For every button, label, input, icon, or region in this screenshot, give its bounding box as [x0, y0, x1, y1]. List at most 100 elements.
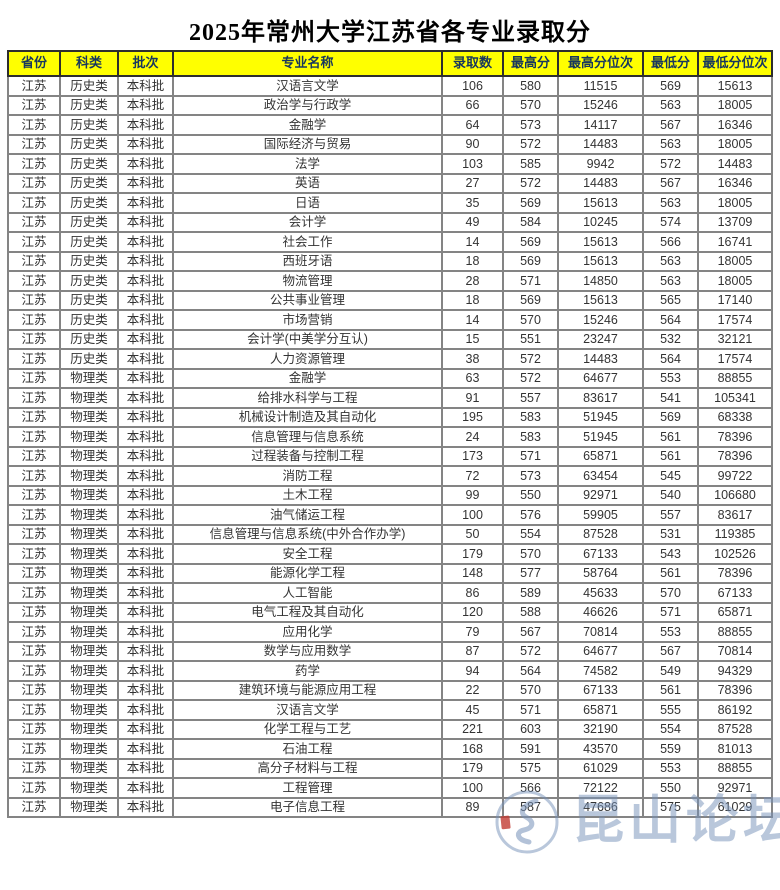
cell-admitted-count: 50 [441, 523, 504, 545]
table-row: 江苏 物理类 本科批 数学与应用数学 87 572 64677 567 70814 [7, 640, 773, 662]
cell-batch: 本科批 [117, 660, 174, 682]
table-row: 江苏 物理类 本科批 信息管理与信息系统 24 583 51945 561 78396 [7, 426, 773, 448]
cell-subject-category: 历史类 [59, 153, 119, 175]
cell-batch: 本科批 [117, 114, 174, 136]
col-header-admitted-count: 录取数 [441, 50, 504, 77]
cell-highest-score-rank: 87528 [557, 523, 644, 545]
cell-lowest-score: 555 [642, 699, 699, 721]
cell-subject-category: 物理类 [59, 445, 119, 467]
cell-subject-category: 物理类 [59, 621, 119, 643]
cell-highest-score-rank: 32190 [557, 718, 644, 740]
cell-province: 江苏 [7, 484, 61, 506]
cell-highest-score: 589 [502, 582, 559, 604]
cell-subject-category: 历史类 [59, 94, 119, 116]
cell-lowest-score: 561 [642, 562, 699, 584]
cell-subject-category: 历史类 [59, 289, 119, 311]
table-row: 江苏 物理类 本科批 高分子材料与工程 179 575 61029 553 88855 [7, 757, 773, 779]
table-row: 江苏 物理类 本科批 应用化学 79 567 70814 553 88855 [7, 621, 773, 643]
cell-lowest-score: 543 [642, 543, 699, 565]
cell-highest-score-rank: 14483 [557, 172, 644, 194]
cell-highest-score-rank: 65871 [557, 445, 644, 467]
cell-subject-category: 物理类 [59, 640, 119, 662]
cell-admitted-count: 66 [441, 94, 504, 116]
cell-major-name: 会计学 [172, 211, 443, 233]
cell-batch: 本科批 [117, 133, 174, 155]
cell-subject-category: 历史类 [59, 133, 119, 155]
cell-highest-score: 588 [502, 601, 559, 623]
cell-lowest-score-rank: 87528 [697, 718, 773, 740]
cell-highest-score: 572 [502, 172, 559, 194]
cell-admitted-count: 22 [441, 679, 504, 701]
cell-highest-score: 570 [502, 679, 559, 701]
table-header: 省份 科类 批次 专业名称 录取数 最高分 最高分位次 最低分 最低分位次 [7, 50, 773, 77]
cell-lowest-score: 559 [642, 738, 699, 760]
cell-major-name: 建筑环境与能源应用工程 [172, 679, 443, 701]
cell-lowest-score: 531 [642, 523, 699, 545]
cell-batch: 本科批 [117, 192, 174, 214]
cell-subject-category: 物理类 [59, 796, 119, 818]
cell-lowest-score: 553 [642, 757, 699, 779]
cell-highest-score: 554 [502, 523, 559, 545]
table-row: 江苏 物理类 本科批 过程装备与控制工程 173 571 65871 561 78396 [7, 445, 773, 467]
cell-highest-score-rank: 23247 [557, 328, 644, 350]
cell-lowest-score-rank: 78396 [697, 426, 773, 448]
cell-batch: 本科批 [117, 367, 174, 389]
cell-highest-score-rank: 15613 [557, 289, 644, 311]
cell-batch: 本科批 [117, 289, 174, 311]
cell-highest-score-rank: 14850 [557, 270, 644, 292]
col-header-major-name: 专业名称 [172, 50, 443, 77]
cell-lowest-score-rank: 81013 [697, 738, 773, 760]
cell-admitted-count: 179 [441, 757, 504, 779]
cell-lowest-score: 566 [642, 231, 699, 253]
table-row: 江苏 物理类 本科批 电气工程及其自动化 120 588 46626 571 65871 [7, 601, 773, 623]
cell-admitted-count: 14 [441, 309, 504, 331]
cell-highest-score-rank: 64677 [557, 367, 644, 389]
cell-highest-score: 603 [502, 718, 559, 740]
cell-highest-score-rank: 61029 [557, 757, 644, 779]
cell-province: 江苏 [7, 601, 61, 623]
cell-lowest-score-rank: 65871 [697, 601, 773, 623]
cell-subject-category: 历史类 [59, 75, 119, 97]
cell-admitted-count: 35 [441, 192, 504, 214]
table-row: 江苏 物理类 本科批 化学工程与工艺 221 603 32190 554 87528 [7, 718, 773, 740]
cell-batch: 本科批 [117, 309, 174, 331]
cell-major-name: 药学 [172, 660, 443, 682]
cell-batch: 本科批 [117, 465, 174, 487]
cell-major-name: 人力资源管理 [172, 348, 443, 370]
cell-highest-score-rank: 14117 [557, 114, 644, 136]
cell-lowest-score-rank: 67133 [697, 582, 773, 604]
cell-major-name: 政治学与行政学 [172, 94, 443, 116]
cell-highest-score-rank: 15613 [557, 192, 644, 214]
cell-major-name: 金融学 [172, 367, 443, 389]
table-row: 江苏 历史类 本科批 法学 103 585 9942 572 14483 [7, 153, 773, 175]
cell-province: 江苏 [7, 153, 61, 175]
table-body: 江苏 历史类 本科批 汉语言文学 106 580 11515 569 15613 江苏 历史类 本科批… [7, 75, 773, 818]
cell-province: 江苏 [7, 172, 61, 194]
cell-lowest-score: 557 [642, 504, 699, 526]
cell-lowest-score: 540 [642, 484, 699, 506]
cell-province: 江苏 [7, 699, 61, 721]
cell-highest-score-rank: 14483 [557, 133, 644, 155]
cell-highest-score: 573 [502, 114, 559, 136]
cell-highest-score-rank: 83617 [557, 387, 644, 409]
cell-province: 江苏 [7, 406, 61, 428]
cell-lowest-score: 550 [642, 777, 699, 799]
cell-province: 江苏 [7, 367, 61, 389]
cell-highest-score: 571 [502, 445, 559, 467]
cell-major-name: 社会工作 [172, 231, 443, 253]
cell-province: 江苏 [7, 465, 61, 487]
cell-admitted-count: 15 [441, 328, 504, 350]
cell-admitted-count: 27 [441, 172, 504, 194]
table-row: 江苏 历史类 本科批 国际经济与贸易 90 572 14483 563 18005 [7, 133, 773, 155]
cell-lowest-score-rank: 18005 [697, 192, 773, 214]
cell-lowest-score: 569 [642, 75, 699, 97]
cell-admitted-count: 79 [441, 621, 504, 643]
cell-batch: 本科批 [117, 679, 174, 701]
cell-admitted-count: 89 [441, 796, 504, 818]
cell-major-name: 西班牙语 [172, 250, 443, 272]
cell-highest-score-rank: 63454 [557, 465, 644, 487]
cell-province: 江苏 [7, 309, 61, 331]
cell-province: 江苏 [7, 640, 61, 662]
cell-major-name: 机械设计制造及其自动化 [172, 406, 443, 428]
